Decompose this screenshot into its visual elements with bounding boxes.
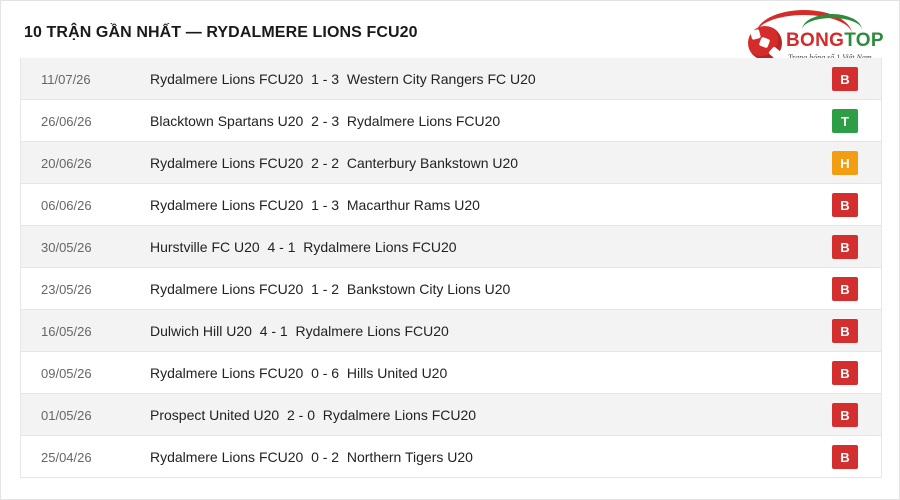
home-team: Hurstville FC U20	[150, 239, 260, 255]
match-row[interactable]: 26/06/26 Blacktown Spartans U20 2 - 3 Ryd…	[21, 100, 881, 142]
match-date: 23/05/26	[41, 282, 92, 297]
match-row[interactable]: 01/05/26 Prospect United U20 2 - 0 Rydalm…	[21, 394, 881, 436]
away-team: Rydalmere Lions FCU20	[303, 239, 457, 255]
home-team: Rydalmere Lions FCU20	[150, 71, 304, 87]
result-badge: B	[832, 67, 858, 91]
match-date: 06/06/26	[41, 198, 92, 213]
home-team: Prospect United U20	[150, 407, 280, 423]
match-fixture[interactable]: Hurstville FC U20 4 - 1 Rydalmere Lions …	[150, 239, 457, 255]
match-score: 1 - 3	[311, 71, 340, 87]
home-team: Rydalmere Lions FCU20	[150, 365, 304, 381]
logo-brand-part2: TOP	[844, 30, 884, 51]
logo-arc-green	[802, 14, 862, 46]
match-fixture[interactable]: Rydalmere Lions FCU20 0 - 6 Hills United…	[150, 365, 447, 381]
logo-arc-red	[756, 10, 852, 59]
match-score: 2 - 0	[286, 407, 315, 423]
match-score: 0 - 2	[311, 449, 340, 465]
result-badge: H	[832, 151, 858, 175]
match-row[interactable]: 25/04/26 Rydalmere Lions FCU20 0 - 2 Nort…	[21, 436, 881, 477]
home-team: Rydalmere Lions FCU20	[150, 281, 304, 297]
match-fixture[interactable]: Prospect United U20 2 - 0 Rydalmere Lion…	[150, 407, 476, 423]
result-badge: B	[832, 277, 858, 301]
match-row[interactable]: 20/06/26 Rydalmere Lions FCU20 2 - 2 Cant…	[21, 142, 881, 184]
match-score: 1 - 2	[311, 281, 340, 297]
match-score: 1 - 3	[311, 197, 340, 213]
match-fixture[interactable]: Dulwich Hill U20 4 - 1 Rydalmere Lions F…	[150, 323, 449, 339]
away-team: Bankstown City Lions U20	[346, 281, 511, 297]
match-date: 01/05/26	[41, 408, 92, 423]
away-team: Macarthur Rams U20	[346, 197, 480, 213]
match-fixture[interactable]: Rydalmere Lions FCU20 0 - 2 Northern Tig…	[150, 449, 473, 465]
match-row[interactable]: 16/05/26 Dulwich Hill U20 4 - 1 Rydalmere…	[21, 310, 881, 352]
home-team: Rydalmere Lions FCU20	[150, 197, 304, 213]
logo-brand-part1: BONG	[786, 30, 845, 51]
result-badge: T	[832, 109, 858, 133]
away-team: Northern Tigers U20	[346, 449, 473, 465]
home-team: Rydalmere Lions FCU20	[150, 449, 304, 465]
logo-tagline: Trang bóng số 1 Việt Nam	[788, 53, 872, 62]
match-row[interactable]: 30/05/26 Hurstville FC U20 4 - 1 Rydalmer…	[21, 226, 881, 268]
match-date: 11/07/26	[41, 72, 91, 87]
match-fixture[interactable]: Rydalmere Lions FCU20 2 - 2 Canterbury B…	[150, 155, 518, 171]
match-score: 2 - 2	[311, 155, 340, 171]
away-team: Rydalmere Lions FCU20	[295, 323, 449, 339]
result-badge: B	[832, 235, 858, 259]
bongtop-logo[interactable]: BONGTOP Trang bóng số 1 Việt Nam	[742, 8, 892, 70]
recent-matches-table: 11/07/26 Rydalmere Lions FCU20 1 - 3 West…	[20, 58, 882, 478]
away-team: Rydalmere Lions FCU20	[346, 113, 501, 129]
match-row[interactable]: 06/06/26 Rydalmere Lions FCU20 1 - 3 Maca…	[21, 184, 881, 226]
logo-brand: BONGTOP	[786, 30, 884, 52]
match-score: 4 - 1	[259, 323, 288, 339]
home-team: Rydalmere Lions FCU20	[150, 155, 304, 171]
match-row[interactable]: 11/07/26 Rydalmere Lions FCU20 1 - 3 West…	[21, 58, 881, 100]
result-badge: B	[832, 319, 858, 343]
away-team: Canterbury Bankstown U20	[346, 155, 519, 171]
match-date: 25/04/26	[41, 450, 92, 465]
match-date: 26/06/26	[41, 114, 92, 129]
match-row[interactable]: 23/05/26 Rydalmere Lions FCU20 1 - 2 Bank…	[21, 268, 881, 310]
away-team: Hills United U20	[346, 365, 448, 381]
home-team: Dulwich Hill U20	[150, 323, 252, 339]
soccer-ball-icon	[748, 26, 782, 60]
page-title: 10 TRẬN GẦN NHẤT — RYDALMERE LIONS FCU20	[24, 24, 418, 41]
match-date: 09/05/26	[41, 366, 92, 381]
result-badge: B	[832, 403, 858, 427]
match-fixture[interactable]: Rydalmere Lions FCU20 1 - 2 Bankstown Ci…	[150, 281, 510, 297]
match-row[interactable]: 09/05/26 Rydalmere Lions FCU20 0 - 6 Hill…	[21, 352, 881, 394]
match-date: 30/05/26	[41, 240, 92, 255]
away-team: Western City Rangers FC U20	[346, 71, 536, 87]
match-score: 4 - 1	[267, 239, 296, 255]
match-date: 20/06/26	[41, 156, 92, 171]
match-score: 0 - 6	[311, 365, 340, 381]
match-date: 16/05/26	[41, 324, 92, 339]
result-badge: B	[832, 445, 858, 469]
result-badge: B	[832, 193, 858, 217]
match-score: 2 - 3	[311, 113, 340, 129]
result-badge: B	[832, 361, 858, 385]
match-fixture[interactable]: Blacktown Spartans U20 2 - 3 Rydalmere L…	[150, 113, 500, 129]
away-team: Rydalmere Lions FCU20	[322, 407, 477, 423]
match-fixture[interactable]: Rydalmere Lions FCU20 1 - 3 Western City…	[150, 71, 536, 87]
home-team: Blacktown Spartans U20	[150, 113, 304, 129]
match-fixture[interactable]: Rydalmere Lions FCU20 1 - 3 Macarthur Ra…	[150, 197, 480, 213]
